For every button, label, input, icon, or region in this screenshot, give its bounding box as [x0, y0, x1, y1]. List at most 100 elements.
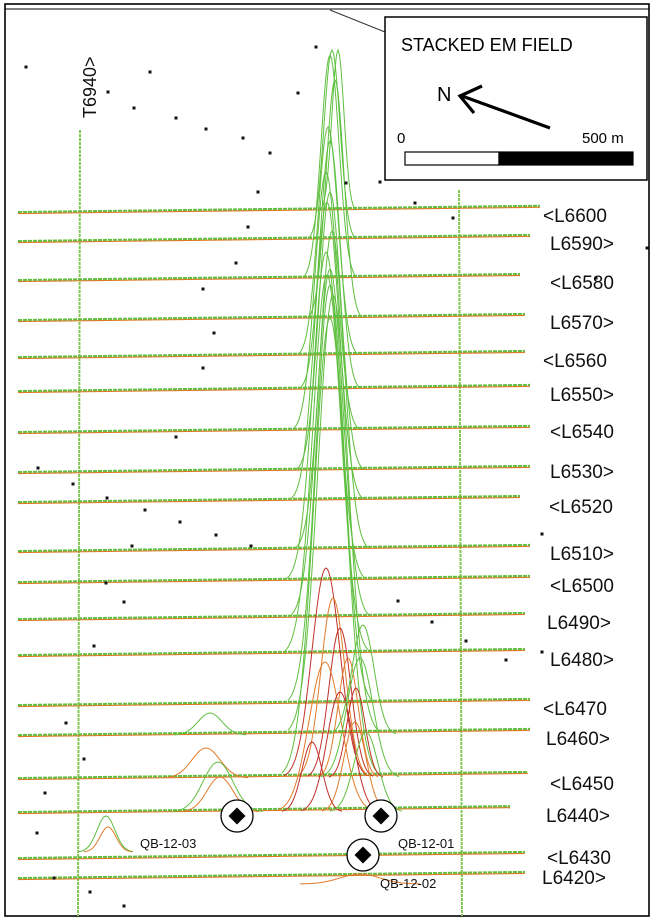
station-point — [504, 658, 508, 662]
survey-line-label: <L6520 — [549, 497, 613, 518]
drill-hole-qb-12-02[interactable]: QB-12-02 — [346, 838, 436, 891]
survey-line — [17, 424, 531, 433]
survey-line — [17, 233, 531, 242]
survey-line-baseline — [17, 235, 531, 244]
survey-line-baseline — [17, 426, 531, 435]
station-point — [104, 581, 108, 585]
outline-trace — [329, 9, 386, 33]
em-profile-trace — [328, 687, 384, 778]
em-profile-trace — [281, 741, 343, 812]
survey-line-baseline — [17, 852, 526, 861]
scale-end-label: 500 m — [582, 130, 624, 147]
survey-line-baseline — [17, 496, 521, 505]
survey-line-baseline — [17, 545, 531, 554]
survey-line-baseline — [17, 314, 526, 323]
em-profile-trace — [281, 317, 379, 774]
survey-line-baseline — [17, 274, 521, 283]
scale-bar — [404, 151, 634, 166]
station-point — [122, 904, 126, 908]
station-point — [130, 544, 134, 548]
tie-line-label: T6940> — [80, 56, 100, 118]
em-profile-trace — [329, 624, 397, 735]
em-profile-trace — [83, 826, 133, 853]
em-profile-trace — [321, 721, 389, 812]
survey-line — [17, 770, 529, 779]
station-point — [451, 216, 455, 220]
survey-line-label: L6530> — [550, 462, 614, 483]
station-point — [344, 181, 348, 185]
survey-lines — [17, 204, 541, 881]
em-profile-trace — [296, 597, 370, 777]
station-point — [378, 180, 382, 184]
drill-hole-diamond-icon — [354, 846, 372, 864]
em-profile-trace — [173, 712, 247, 736]
station-point — [214, 533, 218, 537]
survey-line-label: L6460> — [546, 729, 610, 750]
em-profile-trace — [300, 691, 380, 812]
survey-line — [17, 611, 526, 620]
survey-line — [17, 464, 531, 473]
em-profile-trace — [172, 761, 264, 812]
survey-line — [17, 697, 531, 706]
station-point — [212, 331, 216, 335]
station-point — [430, 620, 434, 624]
survey-line-label: <L6560 — [543, 351, 607, 372]
survey-line-label: <L6500 — [550, 576, 614, 597]
em-profile-trace — [317, 657, 379, 778]
survey-line-baseline — [17, 772, 529, 781]
survey-line-baseline — [17, 806, 511, 815]
em-profile-trace — [287, 284, 373, 701]
map-frame — [4, 3, 650, 917]
drill-hole-label: QB-12-02 — [380, 876, 436, 891]
station-point — [201, 287, 205, 291]
station-point — [204, 127, 208, 131]
station-point — [82, 757, 86, 761]
survey-line-baseline — [17, 206, 541, 215]
station-point — [88, 890, 92, 894]
em-profile-trace — [78, 815, 134, 853]
survey-line — [17, 647, 526, 656]
survey-line — [17, 272, 521, 281]
north-label: N — [437, 84, 451, 106]
survey-line-baseline — [17, 385, 531, 394]
legend: STACKED EM FIELD N 0 500 m — [384, 16, 648, 181]
em-profile-trace — [320, 657, 400, 778]
em-profile-trace — [297, 125, 359, 355]
station-point — [71, 482, 75, 486]
station-point — [143, 508, 147, 512]
survey-line-label: <L6430 — [547, 848, 611, 869]
station-point — [256, 190, 260, 194]
scale-start-label: 0 — [397, 130, 405, 147]
em-profile-trace — [307, 78, 363, 318]
em-profile-trace — [329, 731, 403, 812]
survey-line — [17, 494, 521, 503]
survey-line-label: <L6470 — [543, 699, 607, 720]
station-point — [52, 876, 56, 880]
legend-title: STACKED EM FIELD — [401, 35, 573, 55]
survey-line-label: <L6580 — [550, 273, 614, 294]
tie-line-east — [458, 189, 463, 917]
station-point — [234, 261, 238, 265]
station-point — [122, 600, 126, 604]
survey-line-baseline — [17, 576, 531, 585]
drill-hole-qb-12-03[interactable]: QB-12-03 — [140, 799, 254, 851]
station-point — [540, 532, 544, 536]
north-arrow-icon — [457, 84, 551, 130]
survey-line-baseline — [17, 649, 526, 658]
station-point — [64, 721, 68, 725]
station-point — [43, 791, 47, 795]
station-point — [396, 599, 400, 603]
em-profile-trace — [300, 873, 420, 885]
survey-line-baseline — [17, 351, 526, 360]
station-point — [178, 520, 182, 524]
survey-line — [17, 204, 541, 213]
drill-hole-qb-12-01[interactable]: QB-12-01 — [364, 799, 454, 851]
station-point — [105, 496, 109, 500]
station-point — [241, 136, 245, 140]
survey-line — [17, 543, 531, 552]
station-point — [645, 246, 649, 250]
station-point — [106, 90, 110, 94]
drill-hole-diamond-icon — [372, 807, 390, 825]
station-point — [540, 650, 544, 654]
survey-line-baseline — [17, 729, 531, 738]
